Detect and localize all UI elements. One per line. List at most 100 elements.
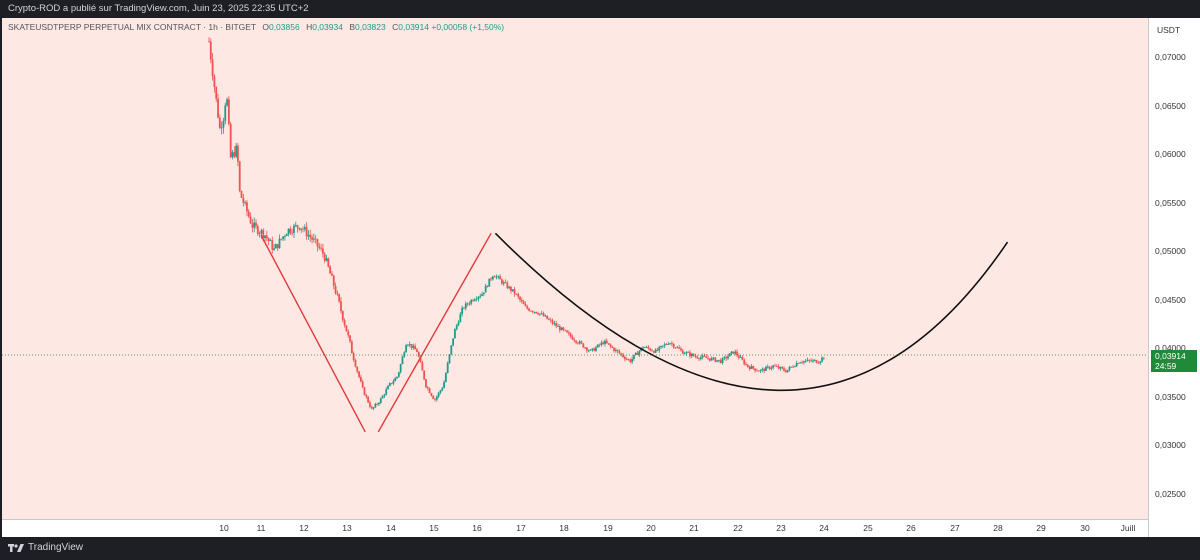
candle-body xyxy=(235,145,238,157)
candle-body xyxy=(746,364,749,367)
candle-body xyxy=(537,313,539,315)
candle-body xyxy=(296,225,299,228)
candle-body xyxy=(455,325,458,330)
candle-body xyxy=(708,358,711,361)
last-price-tag: 0,03914 24:59 xyxy=(1151,350,1197,372)
candle-body xyxy=(667,344,670,345)
time-tick: 10 xyxy=(219,523,229,533)
candle-body xyxy=(323,253,326,261)
candle-body xyxy=(750,366,753,369)
candle-body xyxy=(658,347,661,351)
candle-body xyxy=(680,348,682,351)
candle-body xyxy=(531,310,534,313)
candle-body xyxy=(374,403,377,408)
candle-body xyxy=(600,342,603,346)
candle-body xyxy=(287,228,290,235)
candle-body xyxy=(685,352,688,354)
candle-body xyxy=(372,407,375,409)
candle-body xyxy=(569,333,572,337)
candle-body xyxy=(414,345,417,350)
candle-body xyxy=(602,342,605,345)
candle-body xyxy=(338,294,341,302)
candle-body xyxy=(759,370,762,372)
time-tick: 18 xyxy=(559,523,569,533)
candle-body xyxy=(806,359,809,361)
candle-body xyxy=(716,360,719,362)
candle-body xyxy=(633,354,635,359)
candle-body xyxy=(434,398,436,400)
time-tick: 27 xyxy=(950,523,960,533)
candle-body xyxy=(461,307,464,315)
candle-body xyxy=(320,247,322,249)
time-tick: 29 xyxy=(1036,523,1046,533)
candle-body xyxy=(718,359,720,361)
legend-close: 0,03914 xyxy=(398,22,429,32)
candle-body xyxy=(793,366,796,368)
price-tick: 0,06500 xyxy=(1155,101,1186,111)
candle-body xyxy=(419,356,422,363)
candle-body xyxy=(417,351,420,357)
chart-plot-area[interactable]: SKATEUSDTPERP PERPETUAL MIX CONTRACT · 1… xyxy=(2,18,1148,519)
candle-body xyxy=(696,356,699,359)
candle-body xyxy=(379,398,382,403)
candle-body xyxy=(488,278,491,287)
candle-body xyxy=(808,359,811,361)
candle-body xyxy=(535,311,538,314)
trendline-drawing xyxy=(377,232,492,433)
candle-body xyxy=(562,327,565,330)
candle-body xyxy=(227,99,230,124)
candle-body xyxy=(819,361,822,364)
candle-body xyxy=(267,238,270,241)
candle-body xyxy=(804,360,807,362)
candle-body xyxy=(576,342,579,344)
candle-body xyxy=(311,237,313,240)
legend-high: 0,03934 xyxy=(312,22,343,32)
currency-unit: USDT xyxy=(1157,25,1181,35)
candle-body xyxy=(506,282,509,289)
candle-body xyxy=(224,105,227,121)
candle-body xyxy=(573,339,576,341)
candle-body xyxy=(495,276,498,278)
tradingview-logo[interactable]: TradingView xyxy=(8,542,83,553)
candle-body xyxy=(247,211,250,217)
candle-body xyxy=(240,191,243,198)
chart-canvas[interactable] xyxy=(2,18,1148,519)
candle-body xyxy=(580,341,583,344)
candle-body xyxy=(479,295,482,297)
candle-body xyxy=(614,349,617,351)
time-tick: Juill xyxy=(1120,523,1136,533)
candle-body xyxy=(689,352,691,357)
candle-body xyxy=(278,238,281,249)
candle-body xyxy=(340,301,342,312)
candle-body xyxy=(781,367,784,369)
candle-body xyxy=(618,351,621,354)
candle-body xyxy=(416,349,418,352)
candle-body xyxy=(699,357,702,359)
candle-body xyxy=(674,347,677,349)
candle-body xyxy=(490,278,492,280)
candle-body xyxy=(515,293,518,295)
candle-body xyxy=(381,395,384,399)
time-tick: 26 xyxy=(906,523,916,533)
candle-body xyxy=(821,357,823,362)
candle-body xyxy=(426,387,429,389)
candle-body xyxy=(611,346,614,348)
candle-body xyxy=(370,406,373,409)
candle-body xyxy=(256,225,259,234)
candle-body xyxy=(412,345,415,348)
candle-body xyxy=(687,352,690,353)
candle-body xyxy=(316,239,319,247)
price-tick: 0,06000 xyxy=(1155,149,1186,159)
time-axis[interactable]: 10 11 12 13 14 15 16 17 18 19 20 21 22 2… xyxy=(2,519,1148,537)
candle-body xyxy=(754,368,756,371)
candle-body xyxy=(397,372,400,377)
candle-body xyxy=(208,41,210,43)
candle-body xyxy=(546,315,549,320)
candle-body xyxy=(761,368,764,371)
candle-body xyxy=(786,369,789,373)
candle-body xyxy=(817,362,820,364)
candle-body xyxy=(533,311,536,313)
candle-body xyxy=(770,367,773,369)
price-axis[interactable]: USDT 0,07000 0,06500 0,06000 0,05500 0,0… xyxy=(1148,18,1200,537)
candle-body xyxy=(774,365,776,367)
